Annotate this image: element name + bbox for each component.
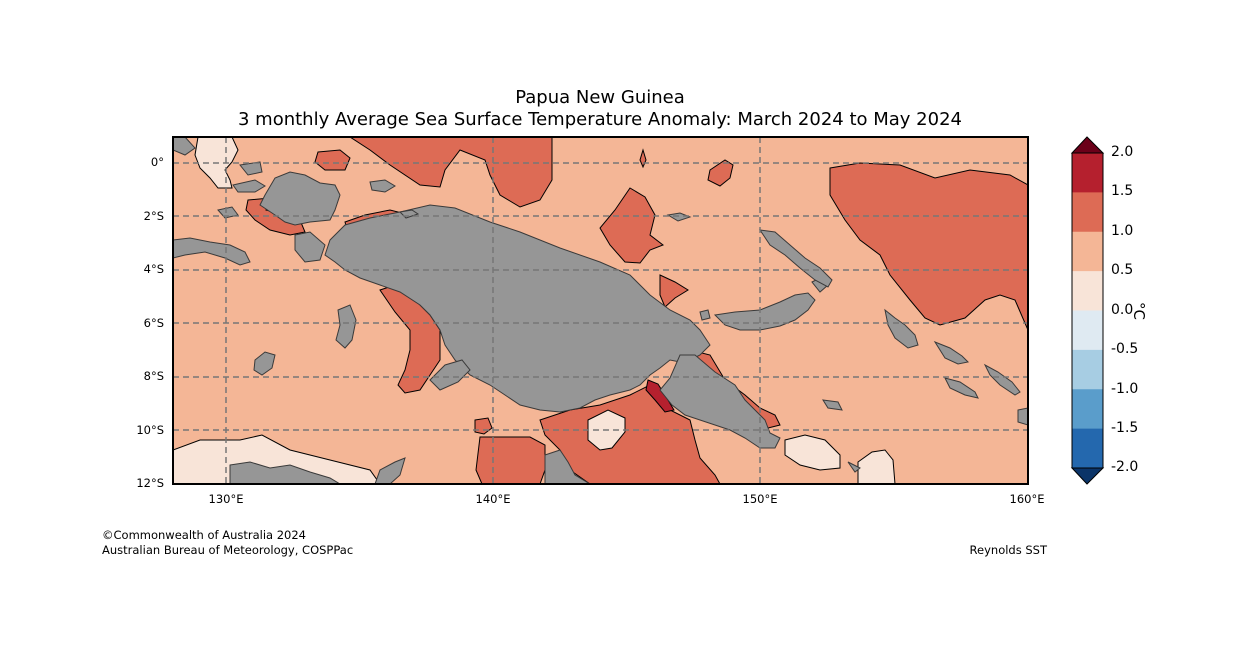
colorbar	[1070, 136, 1105, 485]
colorbar-segment	[1072, 192, 1103, 233]
lat-tick-label: 10°S	[136, 423, 164, 437]
lon-tick-label: 130°E	[208, 492, 244, 506]
colorbar-segment	[1072, 349, 1103, 390]
data-source-text: Reynolds SST	[969, 543, 1047, 557]
copyright-text: ©Commonwealth of Australia 2024	[102, 528, 307, 542]
lat-tick-label: 4°S	[143, 262, 164, 276]
colorbar-over-arrow	[1070, 136, 1105, 154]
anomaly-regions-0.0-0.5	[173, 137, 896, 484]
lat-tick-label: 8°S	[143, 369, 164, 383]
colorbar-tick-label: 2.0	[1111, 144, 1134, 160]
map-gridlines	[173, 137, 1028, 484]
colorbar-segments	[1072, 153, 1103, 469]
colorbar-segment	[1072, 231, 1103, 272]
colorbar-segment	[1072, 153, 1103, 193]
colorbar-tick-label: 1.0	[1111, 223, 1134, 239]
lon-tick-label: 150°E	[742, 492, 778, 506]
colorbar-tick-label: -2.0	[1111, 459, 1139, 475]
lat-tick-label: 2°S	[143, 209, 164, 223]
lat-tick-label: 6°S	[143, 316, 164, 330]
colorbar-segment	[1072, 271, 1103, 311]
colorbar-tick-label: -0.5	[1111, 341, 1139, 357]
map-subtitle: 3 monthly Average Sea Surface Temperatur…	[238, 109, 962, 130]
colorbar-tick-label: 0.0	[1111, 302, 1134, 318]
colorbar-frame	[1071, 152, 1104, 469]
colorbar-segment	[1072, 389, 1103, 430]
colorbar-tick-label: -1.5	[1111, 420, 1139, 436]
colorbar-tick-label: 1.5	[1111, 183, 1134, 199]
colorbar-segment	[1072, 310, 1103, 351]
lon-tick-label: 160°E	[1009, 492, 1045, 506]
agency-credit-text: Australian Bureau of Meteorology, COSPPa…	[102, 543, 354, 557]
colorbar-segment	[1072, 428, 1103, 469]
colorbar-tick-label: -1.0	[1111, 381, 1139, 397]
lat-tick-label: 0°	[150, 155, 164, 169]
land-masses	[173, 137, 1028, 484]
lat-tick-label: 12°S	[136, 476, 164, 490]
colorbar-under-arrow	[1070, 467, 1105, 485]
map-title: Papua New Guinea	[515, 87, 685, 108]
colorbar-unit-label: °C	[1130, 302, 1148, 320]
colorbar-tick-label: 0.5	[1111, 262, 1134, 278]
map-frame	[172, 136, 1029, 485]
lon-tick-label: 140°E	[475, 492, 511, 506]
